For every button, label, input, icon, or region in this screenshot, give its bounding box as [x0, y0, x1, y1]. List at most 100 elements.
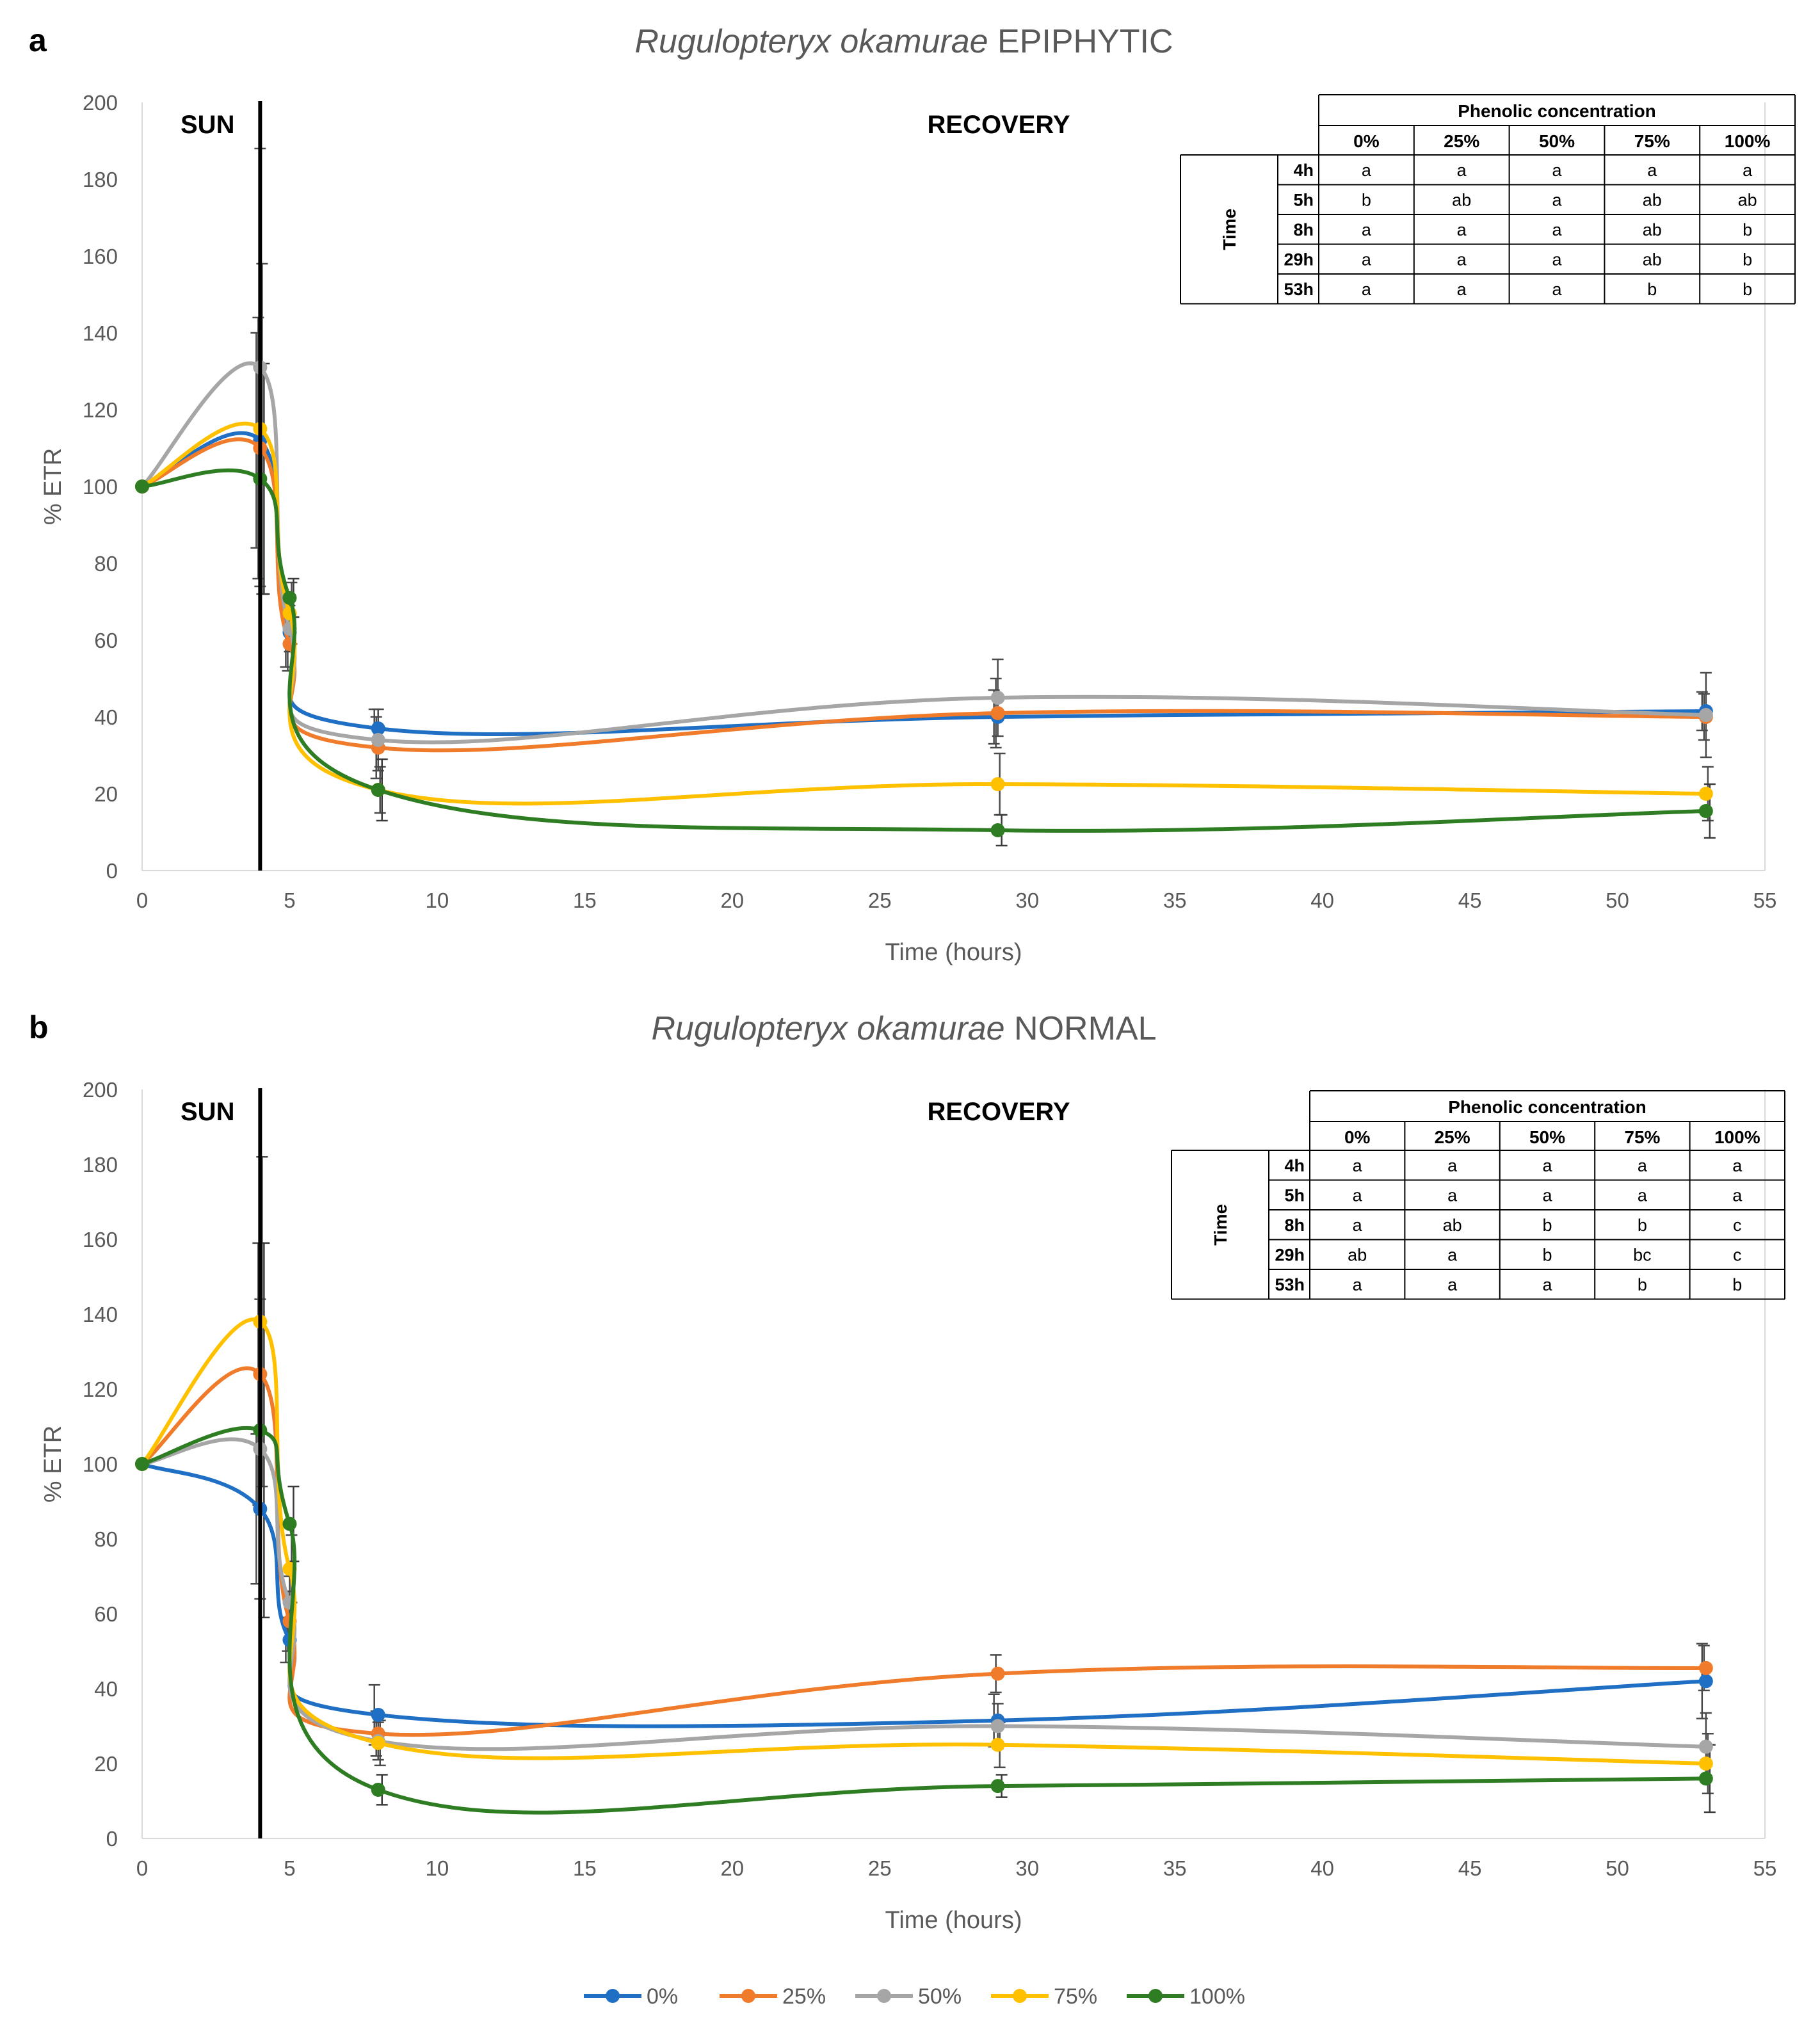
table-cell: ab	[1643, 220, 1662, 239]
table-cell: b	[1743, 280, 1752, 299]
table-column-header: 0%	[1353, 131, 1380, 151]
data-point-100pct	[282, 1516, 297, 1531]
table-column-header: 100%	[1725, 131, 1771, 151]
data-point-50pct	[990, 691, 1005, 705]
chart-title-species: Rugulopteryx okamurae	[634, 23, 988, 60]
data-point-100pct	[1698, 1771, 1713, 1786]
table-cell: b	[1638, 1216, 1647, 1235]
recovery-label: RECOVERY	[927, 111, 1070, 139]
table-row-label: 5h	[1284, 1186, 1305, 1205]
legend-label: 0%	[647, 1984, 678, 2009]
table-cell: b	[1732, 1275, 1742, 1294]
x-tick-label: 45	[1458, 888, 1482, 912]
chart-title-type: NORMAL	[1005, 1010, 1157, 1047]
series-line-25pct	[141, 1366, 1706, 1737]
table-cell: a	[1542, 1156, 1552, 1175]
table-row-label: 8h	[1293, 220, 1314, 239]
table-row-label: 8h	[1284, 1216, 1305, 1235]
y-tick-label: 40	[94, 1677, 118, 1701]
x-tick-label: 5	[284, 1856, 295, 1880]
table-cell: a	[1552, 220, 1562, 239]
y-tick-label: 100	[83, 475, 118, 499]
chart-title: Rugulopteryx okamurae NORMAL	[652, 1010, 1157, 1047]
sun-label: SUN	[181, 111, 234, 139]
x-tick-label: 30	[1015, 888, 1039, 912]
table-cell: a	[1447, 1156, 1458, 1175]
table-cell: ab	[1738, 191, 1757, 210]
y-tick-label: 100	[83, 1452, 118, 1476]
y-tick-label: 40	[94, 705, 118, 729]
data-point-100pct	[135, 1457, 149, 1471]
table-cell: a	[1362, 161, 1372, 180]
table-column-header: 50%	[1539, 131, 1575, 151]
y-tick-label: 0	[106, 859, 118, 883]
x-tick-label: 45	[1458, 1856, 1482, 1880]
data-point-75pct	[990, 1737, 1005, 1752]
table-cell: a	[1362, 280, 1372, 299]
series-line-0pct	[141, 1462, 1706, 1728]
x-tick-label: 10	[426, 888, 449, 912]
table-cell: a	[1552, 250, 1562, 269]
legend-label: 100%	[1189, 1984, 1245, 2009]
x-axis-label: Time (hours)	[885, 939, 1022, 966]
x-tick-label: 55	[1753, 888, 1777, 912]
table-cell: ab	[1443, 1216, 1462, 1235]
significance-table: Phenolic concentration 0% 25% 50% 75% 100% Tim…	[1180, 94, 1796, 305]
table-cell: c	[1733, 1246, 1742, 1265]
table-cell: a	[1362, 250, 1372, 269]
table-cell: b	[1743, 250, 1752, 269]
x-tick-label: 35	[1163, 888, 1187, 912]
table-cell: b	[1743, 220, 1752, 239]
data-point-50pct	[1698, 1739, 1713, 1754]
y-tick-label: 180	[83, 168, 118, 191]
table-column-header: 25%	[1444, 131, 1479, 151]
x-tick-label: 25	[868, 1856, 892, 1880]
y-tick-label: 140	[83, 321, 118, 345]
table-cell: a	[1638, 1156, 1648, 1175]
data-point-25pct	[990, 1666, 1005, 1681]
chart-title-type: EPIPHYTIC	[988, 23, 1173, 60]
data-point-0pct	[371, 721, 385, 736]
table-cell: a	[1552, 191, 1562, 210]
data-point-100pct	[371, 783, 385, 797]
y-tick-label: 20	[94, 1752, 118, 1776]
y-axis-label: % ETR	[40, 1426, 67, 1502]
table-column-header: 100%	[1714, 1127, 1760, 1147]
data-point-25pct	[1698, 1660, 1713, 1675]
data-point-100pct	[135, 479, 149, 494]
x-tick-label: 50	[1606, 888, 1629, 912]
x-tick-label: 15	[573, 1856, 597, 1880]
legend-marker-75pct	[1013, 1989, 1027, 2003]
x-tick-label: 40	[1310, 1856, 1334, 1880]
table-cell: a	[1542, 1275, 1552, 1294]
legend-label: 75%	[1054, 1984, 1097, 2009]
table-column-header: 75%	[1634, 131, 1670, 151]
table-cell: ab	[1452, 191, 1471, 210]
table-cell: a	[1457, 220, 1467, 239]
x-axis-label: Time (hours)	[885, 1907, 1022, 1934]
table-column-header: 25%	[1435, 1127, 1470, 1147]
y-tick-label: 200	[83, 91, 118, 115]
table-cell: a	[1362, 220, 1372, 239]
y-tick-label: 200	[83, 1078, 118, 1102]
data-point-100pct	[282, 591, 297, 605]
table-cell: a	[1447, 1246, 1458, 1265]
x-tick-label: 20	[720, 888, 744, 912]
recovery-label: RECOVERY	[927, 1098, 1070, 1126]
series-line-50pct	[140, 361, 1706, 744]
y-tick-label: 180	[83, 1153, 118, 1177]
x-tick-label: 15	[573, 888, 597, 912]
table-column-header: 0%	[1344, 1127, 1371, 1147]
table-cell: a	[1447, 1275, 1458, 1294]
data-point-50pct	[990, 1719, 1005, 1733]
table-row-label: 4h	[1293, 161, 1314, 180]
legend-marker-0pct	[606, 1989, 620, 2003]
chart-title-species: Rugulopteryx okamurae	[652, 1010, 1005, 1047]
table-column-header: 50%	[1529, 1127, 1565, 1147]
x-tick-label: 0	[136, 1856, 148, 1880]
data-point-0pct	[371, 1707, 385, 1722]
panel-b: b Rugulopteryx okamurae NORMAL 0 20 40 60 80 10…	[29, 1009, 1785, 1934]
legend-marker-100pct	[1148, 1989, 1163, 2003]
legend-label: 25%	[782, 1984, 826, 2009]
significance-table: Phenolic concentration 0% 25% 50% 75% 100% Tim…	[1171, 1090, 1785, 1300]
